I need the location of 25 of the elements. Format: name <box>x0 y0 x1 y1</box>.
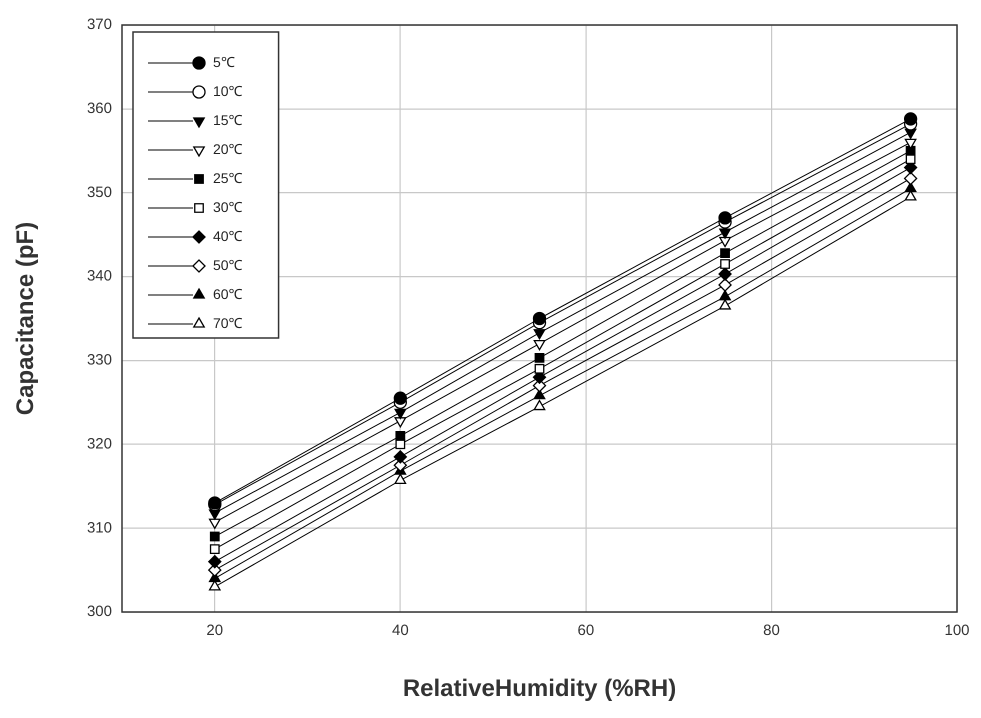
legend-label: 40℃ <box>213 228 243 244</box>
y-tick-label: 370 <box>86 16 112 34</box>
legend-label: 60℃ <box>213 286 243 302</box>
legend-label: 5℃ <box>213 54 235 70</box>
legend-label: 25℃ <box>213 170 243 186</box>
y-tick-label: 320 <box>86 435 112 452</box>
y-tick-label: 350 <box>86 184 112 201</box>
y-axis-title: Capacitance (pF) <box>12 222 40 416</box>
y-tick-label: 330 <box>86 352 112 369</box>
x-axis-title: RelativeHumidity (%RH) <box>402 675 676 702</box>
legend-label: 30℃ <box>213 198 243 215</box>
x-tick-label: 40 <box>392 622 409 640</box>
y-tick-label: 300 <box>86 603 112 620</box>
legend-label: 50℃ <box>213 256 243 273</box>
x-tick-label: 20 <box>206 622 224 640</box>
legend-label: 15℃ <box>213 112 243 128</box>
y-tick-label: 310 <box>86 519 112 536</box>
legend-label: 10℃ <box>213 82 243 99</box>
y-tick-label: 340 <box>86 268 112 285</box>
x-tick-label: 80 <box>763 622 780 640</box>
x-tick-label: 100 <box>944 622 970 640</box>
legend-label: 20℃ <box>213 140 243 157</box>
x-tick-label: 60 <box>578 622 594 640</box>
y-tick-label: 360 <box>86 100 112 117</box>
legend-label: 70℃ <box>213 314 243 331</box>
